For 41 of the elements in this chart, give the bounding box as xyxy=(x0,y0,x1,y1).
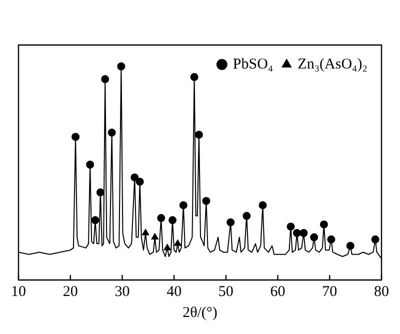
point xyxy=(286,222,295,231)
point xyxy=(168,216,177,224)
point xyxy=(310,233,318,242)
point xyxy=(96,188,104,196)
point xyxy=(292,229,301,237)
point xyxy=(202,196,210,205)
x-tick-label: 20 xyxy=(62,284,78,300)
point xyxy=(327,235,336,244)
x-tick-label: 70 xyxy=(322,284,338,300)
point xyxy=(72,132,80,141)
point xyxy=(194,130,203,139)
x-tick-label: 60 xyxy=(270,284,286,300)
point xyxy=(371,235,380,244)
point xyxy=(151,233,158,240)
point xyxy=(157,214,166,222)
point xyxy=(190,73,198,82)
point xyxy=(101,75,110,84)
point xyxy=(142,229,150,236)
point xyxy=(300,229,308,237)
x-tick-label: 50 xyxy=(218,284,234,300)
point xyxy=(346,242,354,250)
point xyxy=(164,244,171,250)
x-axis-title: 2θ/(°) xyxy=(182,304,218,321)
point xyxy=(130,173,139,182)
point xyxy=(174,240,182,246)
point xyxy=(86,160,94,169)
legend-label: PbSO₄ xyxy=(232,56,274,72)
point xyxy=(320,220,328,228)
point xyxy=(226,218,235,226)
x-tick-label: 10 xyxy=(11,284,26,300)
point xyxy=(258,201,267,210)
point xyxy=(91,216,100,224)
point xyxy=(136,178,144,186)
point xyxy=(179,201,188,210)
x-tick-label: 40 xyxy=(166,284,182,300)
legend-label: Zn₃(AsO₄)₂ xyxy=(298,56,368,72)
x-tick-label: 30 xyxy=(114,284,130,300)
point xyxy=(108,128,116,137)
point xyxy=(242,212,251,220)
x-tick-label: 80 xyxy=(374,284,389,300)
point xyxy=(117,62,126,70)
